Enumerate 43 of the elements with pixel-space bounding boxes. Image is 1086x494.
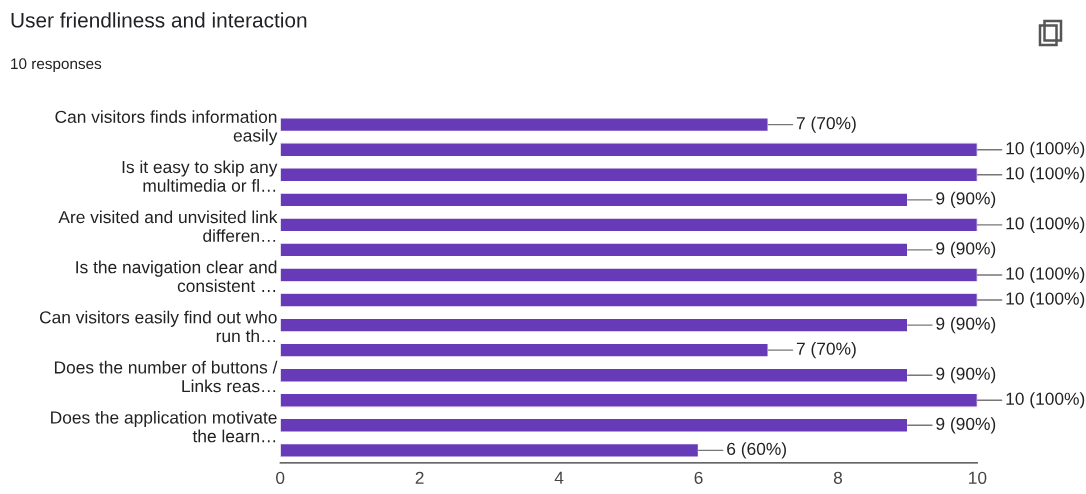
data-label: 9 (90%)	[936, 241, 996, 259]
x-tick-label: 10	[969, 471, 987, 484]
y-tick-label: Are visited and unvisited link differen…	[58, 210, 278, 242]
data-label: 10 (100%)	[1006, 392, 1085, 409]
chart-title: User friendliness and interaction	[11, 12, 307, 28]
data-label: 9 (90%)	[936, 317, 996, 334]
data-label: 10 (100%)	[1006, 141, 1085, 158]
bar	[280, 217, 978, 233]
x-tick-label: 6	[694, 471, 703, 484]
data-label: 9 (90%)	[936, 417, 996, 434]
bar	[280, 417, 909, 433]
bar	[280, 292, 978, 308]
y-tick-label: Is it easy to skip any multimedia or fl…	[122, 160, 278, 192]
y-tick-label: Can visitors finds information easily	[55, 110, 278, 146]
data-label: 7 (70%)	[796, 116, 856, 133]
y-tick-label: Does the application motivate the learn…	[51, 410, 277, 443]
x-tick-label: 8	[833, 471, 843, 484]
data-label: 9 (90%)	[936, 367, 996, 384]
text: 10 responses	[11, 58, 102, 73]
bar	[280, 317, 909, 333]
bar	[280, 267, 978, 283]
y-tick-label: Does the number of buttons / Links reas…	[54, 360, 278, 393]
bar	[280, 367, 909, 383]
data-label: 10 (100%)	[1006, 166, 1085, 183]
bar	[280, 442, 700, 458]
data-label: 10 (100%)	[1006, 216, 1085, 233]
bar	[280, 242, 909, 258]
x-tick-label: 2	[415, 471, 424, 484]
bar	[280, 342, 769, 358]
bar	[280, 392, 978, 408]
x-tick-label: 4	[554, 471, 564, 484]
x-tick-label: 0	[276, 471, 285, 484]
data-label: 10 (100%)	[1006, 291, 1085, 309]
data-label: 7 (70%)	[796, 342, 856, 359]
y-tick-label: Is the navigation clear and consistent …	[76, 260, 277, 293]
bar	[280, 192, 909, 208]
data-label: 10 (100%)	[1006, 266, 1085, 284]
bar	[280, 142, 978, 158]
bar	[280, 167, 978, 183]
data-label: 9 (90%)	[936, 191, 996, 208]
bar	[280, 117, 769, 133]
y-tick-label: Can visitors easily find out who run th…	[39, 310, 277, 343]
data-label: 6 (60%)	[727, 442, 786, 459]
